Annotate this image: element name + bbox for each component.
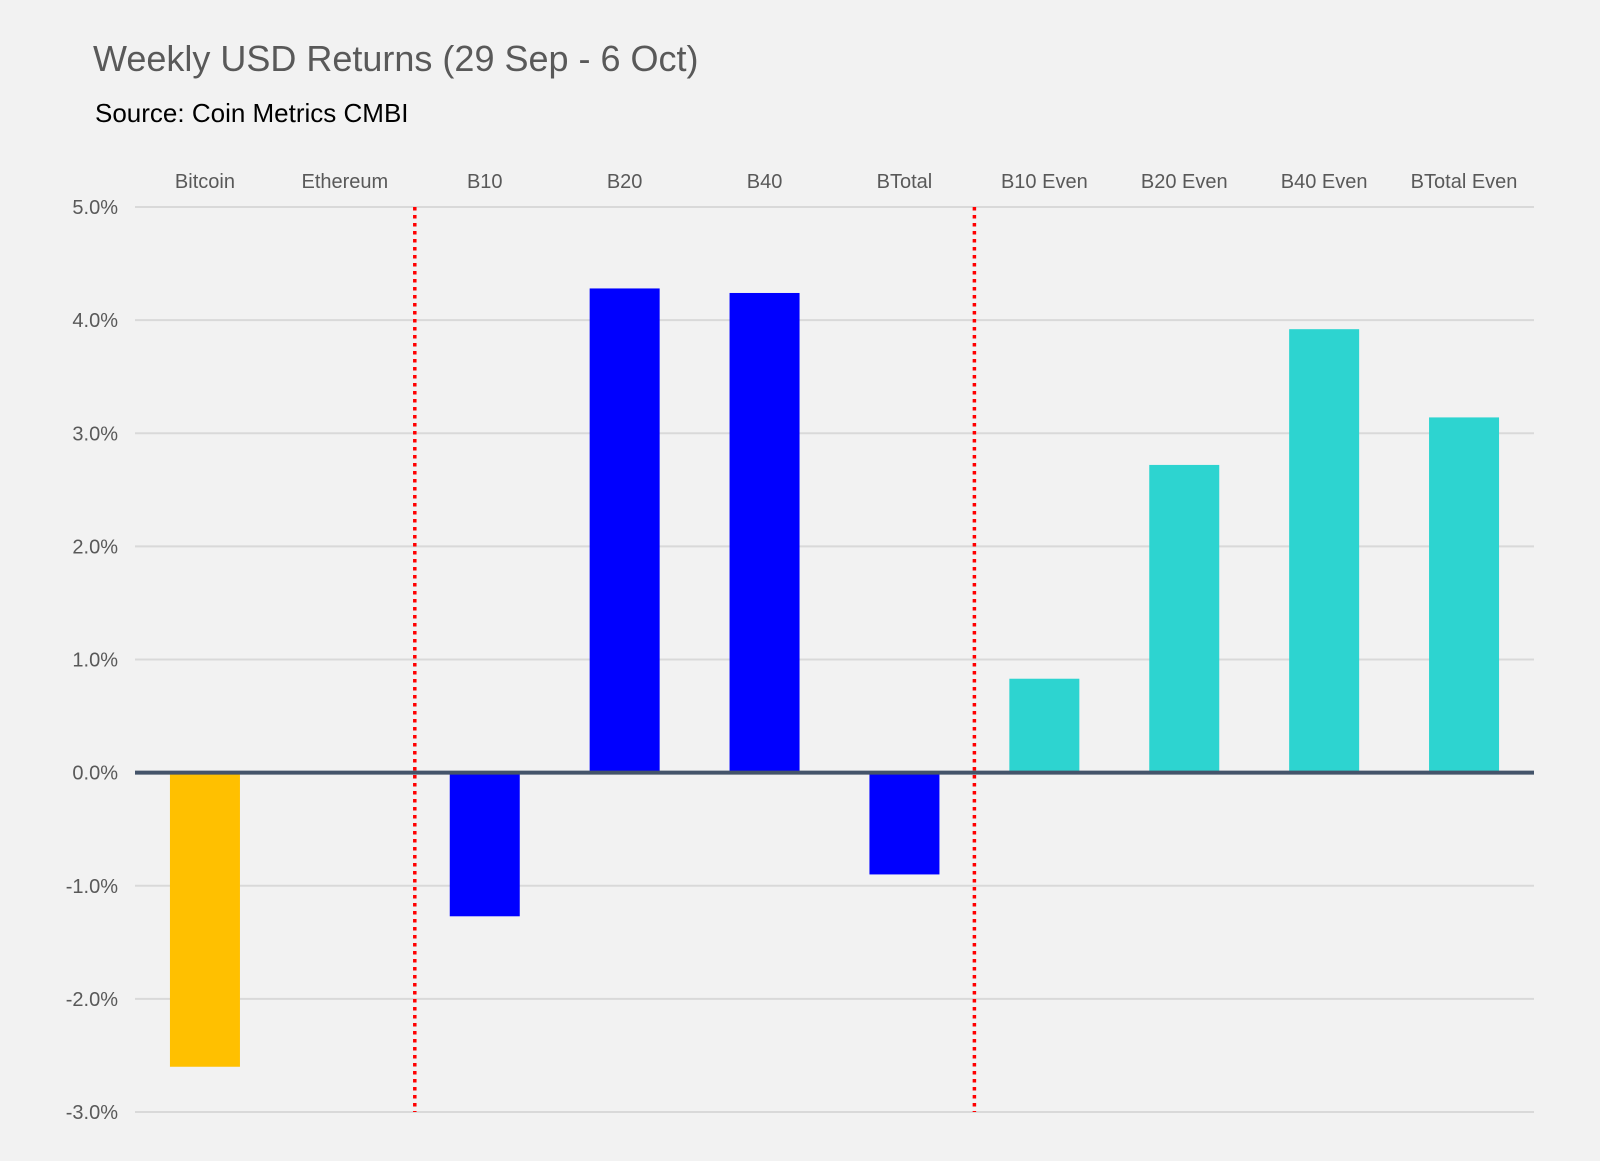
- bar-b20: [589, 288, 660, 773]
- chart-title: Weekly USD Returns (29 Sep - 6 Oct): [93, 38, 699, 79]
- category-label: B40 Even: [1281, 171, 1368, 193]
- bar-btotal: [869, 772, 940, 875]
- y-tick-label: -1.0%: [66, 876, 118, 898]
- y-tick-label: 3.0%: [72, 423, 118, 445]
- category-label: B40: [747, 171, 783, 193]
- bars: [169, 288, 1500, 1067]
- bar-b40-even: [1289, 329, 1360, 773]
- bar-b10: [449, 772, 520, 917]
- y-tick-label: -3.0%: [66, 1102, 118, 1124]
- category-label: Ethereum: [301, 171, 388, 193]
- y-tick-label: -2.0%: [66, 989, 118, 1011]
- y-tick-label: 0.0%: [72, 763, 118, 785]
- group-separators: [413, 207, 977, 1112]
- bar-bitcoin: [169, 772, 240, 1067]
- category-label: BTotal Even: [1411, 171, 1518, 193]
- category-labels: Bitcoin Ethereum B10 B20 B40 BTotal B10 Even B2…: [175, 171, 1517, 193]
- bar-b20-even: [1149, 464, 1220, 773]
- y-tick-label: 2.0%: [72, 536, 118, 558]
- y-tick-label: 5.0%: [72, 197, 118, 219]
- category-label: B10 Even: [1001, 171, 1088, 193]
- y-axis-ticks: 5.0% 4.0% 3.0% 2.0% 1.0% 0.0% -1.0% -2.0% -3.0%: [66, 197, 118, 1124]
- category-label: Bitcoin: [175, 171, 235, 193]
- category-label: BTotal: [877, 171, 933, 193]
- bar-btotal-even: [1429, 417, 1500, 773]
- y-tick-label: 1.0%: [72, 650, 118, 672]
- category-label: B20: [607, 171, 643, 193]
- bar-b10-even: [1009, 678, 1080, 773]
- category-label: B20 Even: [1141, 171, 1228, 193]
- bar-b40: [729, 292, 800, 773]
- category-label: B10: [467, 171, 503, 193]
- chart-subtitle: Source: Coin Metrics CMBI: [95, 98, 409, 128]
- y-tick-label: 4.0%: [72, 310, 118, 332]
